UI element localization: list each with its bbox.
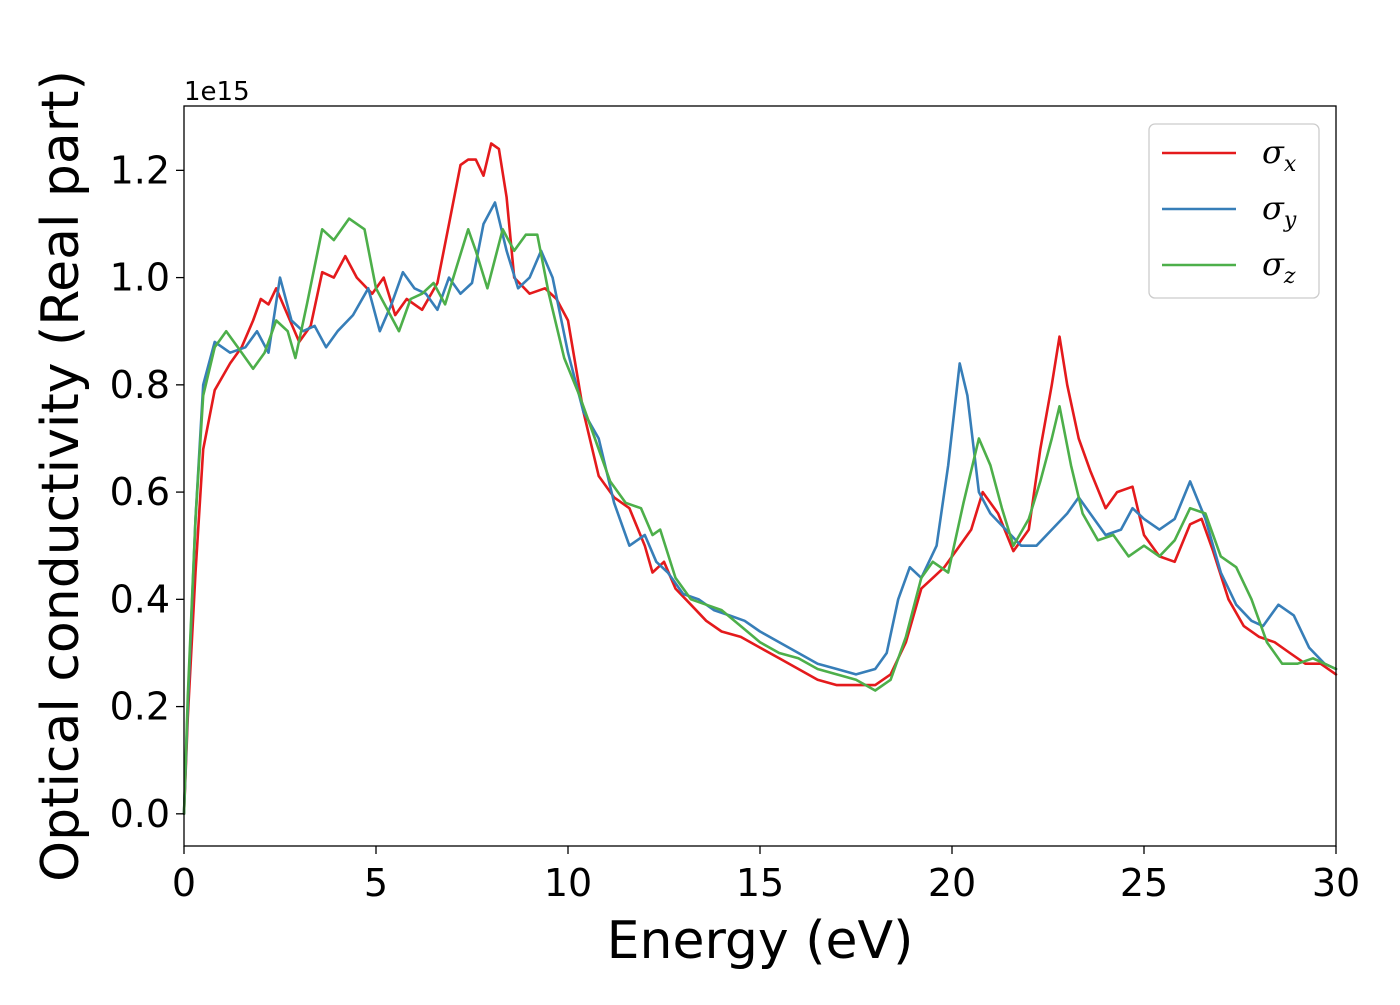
legend-label-x: σx	[1262, 133, 1297, 177]
series-line-x	[182, 142, 1338, 816]
legend-entries: σx σy σz	[1162, 133, 1297, 289]
x-tick-label: 5	[364, 861, 388, 905]
x-axis-title: Energy (eV)	[607, 911, 914, 971]
series-line-y	[182, 201, 1338, 816]
legend: σx σy σz	[1148, 123, 1320, 299]
y-tick-label: 1.2	[110, 148, 170, 192]
y-tick-label: 1.0	[110, 256, 170, 300]
x-tick-label: 30	[1312, 861, 1360, 905]
y-tick-label: 0.6	[110, 470, 170, 514]
y-offset-label: 1e15	[184, 77, 250, 107]
y-tick-label: 0.8	[110, 363, 170, 407]
series-line-z	[182, 217, 1338, 816]
y-axis-title: Optical conductivity (Real part)	[31, 70, 91, 882]
x-tick-label: 10	[544, 861, 592, 905]
x-tick-label: 15	[736, 861, 784, 905]
legend-label-y: σy	[1262, 189, 1297, 233]
x-tick-label: 20	[928, 861, 976, 905]
y-tick-label: 0.4	[110, 577, 170, 621]
legend-box	[1148, 123, 1320, 299]
y-axis: 0.0 0.2 0.4 0.6 0.8 1.0 1.2	[110, 148, 184, 836]
x-axis: 0 5 10 15 20 25 30	[172, 846, 1360, 905]
y-tick-label: 0.0	[110, 792, 170, 836]
series-layer	[182, 142, 1338, 816]
x-tick-label: 0	[172, 861, 196, 905]
y-tick-label: 0.2	[110, 685, 170, 729]
x-tick-label: 25	[1120, 861, 1168, 905]
legend-label-z: σz	[1262, 245, 1296, 289]
